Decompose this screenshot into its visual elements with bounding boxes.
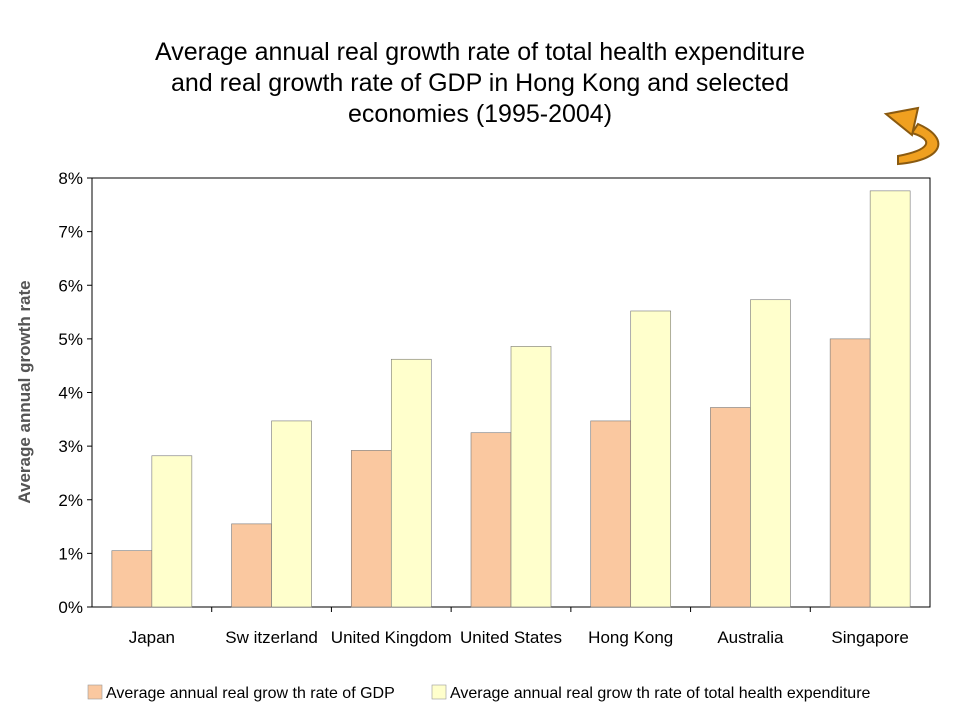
legend-label: Average annual real grow th rate of tota… (450, 685, 871, 702)
legend-swatch (431, 684, 447, 700)
title-line-2: and real growth rate of GDP in Hong Kong… (171, 69, 789, 97)
category-label: Japan (129, 628, 175, 647)
y-axis: 0% 1% 2% 3% 4% 5% 6% 7% 8% (58, 169, 92, 617)
category-label: Sw itzerland (225, 628, 318, 647)
bar-health (750, 299, 791, 608)
y-tick-label: 7% (58, 223, 83, 242)
legend-swatch (87, 684, 103, 700)
bar-health (390, 358, 432, 608)
bar-gdp (350, 450, 392, 608)
bar-health (510, 346, 552, 608)
bar-gdp (710, 407, 751, 608)
curved-return-arrow-icon (883, 106, 940, 166)
category-label: Australia (717, 628, 784, 647)
bar-health (869, 190, 911, 608)
bar-gdp (111, 550, 153, 608)
category-label: United Kingdom (331, 628, 452, 647)
category-label: Singapore (831, 628, 909, 647)
title-line-1: Average annual real growth rate of total… (155, 38, 805, 66)
y-tick-label: 1% (58, 544, 83, 563)
y-tick-label: 4% (58, 384, 83, 403)
bars (111, 190, 911, 608)
bar-gdp (829, 338, 871, 608)
bar-health (151, 455, 193, 608)
y-tick-label: 2% (58, 491, 83, 510)
y-tick-label: 3% (58, 437, 83, 456)
y-tick-label: 8% (58, 169, 83, 188)
y-tick-label: 5% (58, 330, 83, 349)
y-tick-label: 0% (58, 598, 83, 617)
bar-health (630, 310, 672, 608)
legend-label: Average annual real grow th rate of GDP (106, 685, 395, 702)
title-line-3: economies (1995-2004) (347, 100, 613, 128)
bar-gdp (470, 432, 512, 608)
category-labels: Japan Sw itzerland United Kingdom United St… (129, 607, 909, 647)
y-tick-label: 6% (58, 276, 83, 295)
y-axis-title: Average annual growth rate (15, 280, 34, 503)
bar-gdp (590, 420, 632, 608)
category-label: United States (460, 628, 562, 647)
page-title: Average annual real growth rate of total… (40, 37, 920, 130)
bar-health (271, 420, 312, 608)
category-label: Hong Kong (588, 628, 673, 647)
legend: Average annual real grow th rate of GDP A… (87, 684, 871, 702)
bar-gdp (231, 523, 272, 608)
